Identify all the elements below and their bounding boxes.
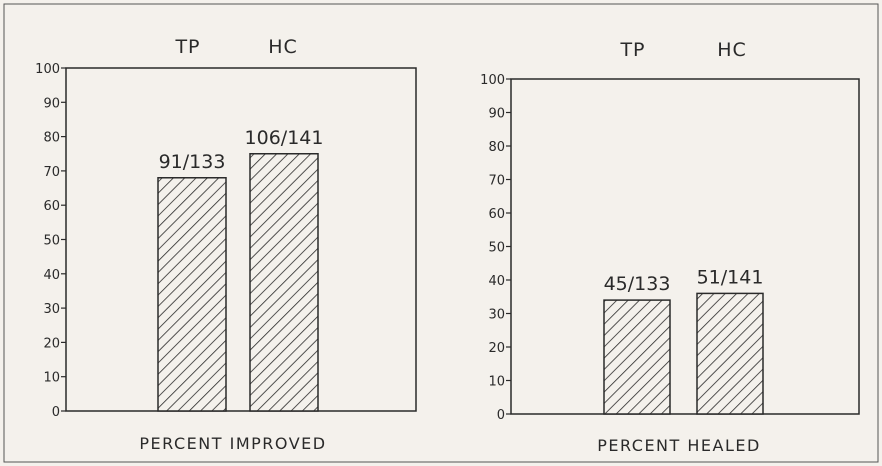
y-tick-label: 40	[43, 268, 60, 283]
y-axis-ticks: 0 10 20 30 40 50 60 70 80 90 100	[35, 62, 66, 420]
y-tick-label: 80	[488, 140, 505, 155]
y-tick-label: 50	[43, 234, 60, 249]
y-tick-label: 0	[497, 408, 505, 423]
labels: 45/133 51/141 TP HC	[604, 39, 764, 295]
data-label: 51/141	[697, 266, 764, 288]
bar-tp	[603, 299, 671, 415]
bar-hc	[249, 153, 319, 412]
category-label-tp: TP	[174, 36, 200, 58]
bars	[603, 292, 764, 415]
category-label-hc: HC	[268, 36, 298, 58]
data-label: 91/133	[159, 151, 226, 173]
y-tick-label: 80	[43, 131, 60, 146]
y-tick-label: 90	[488, 107, 505, 122]
y-tick-label: 20	[43, 336, 60, 351]
y-tick-label: 60	[488, 207, 505, 222]
y-tick-label: 70	[43, 165, 60, 180]
y-tick-label: 90	[43, 96, 60, 111]
y-tick-label: 100	[35, 62, 60, 77]
bars	[157, 153, 319, 412]
y-tick-label: 100	[480, 73, 505, 88]
figure-border	[3, 3, 879, 463]
y-tick-label: 60	[43, 199, 60, 214]
category-label-hc: HC	[717, 39, 747, 61]
y-tick-label: 30	[43, 302, 60, 317]
bar-tp	[157, 177, 227, 412]
y-tick-label: 10	[43, 371, 60, 386]
chart-plot-area	[510, 78, 860, 415]
chart-percent-improved: 0 10 20 30 40 50 60 70 80 90 100 91/133 106/141 TP HC…	[35, 36, 417, 453]
y-tick-label: 30	[488, 308, 505, 323]
labels: 91/133 106/141 TP HC	[159, 36, 324, 173]
y-tick-label: 10	[488, 375, 505, 390]
y-tick-label: 40	[488, 274, 505, 289]
y-tick-label: 0	[52, 405, 60, 420]
data-label: 45/133	[604, 273, 671, 295]
bar-hc	[696, 292, 764, 415]
x-axis-label: PERCENT HEALED	[597, 436, 761, 455]
x-axis-label: PERCENT IMPROVED	[139, 434, 326, 453]
y-tick-label: 20	[488, 341, 505, 356]
data-label: 106/141	[245, 127, 324, 149]
y-tick-label: 70	[488, 174, 505, 189]
y-axis-ticks: 0 10 20 30 40 50 60 70 80 90 100	[480, 73, 511, 423]
category-label-tp: TP	[619, 39, 645, 61]
y-tick-label: 50	[488, 241, 505, 256]
chart-plot-area	[65, 67, 417, 412]
